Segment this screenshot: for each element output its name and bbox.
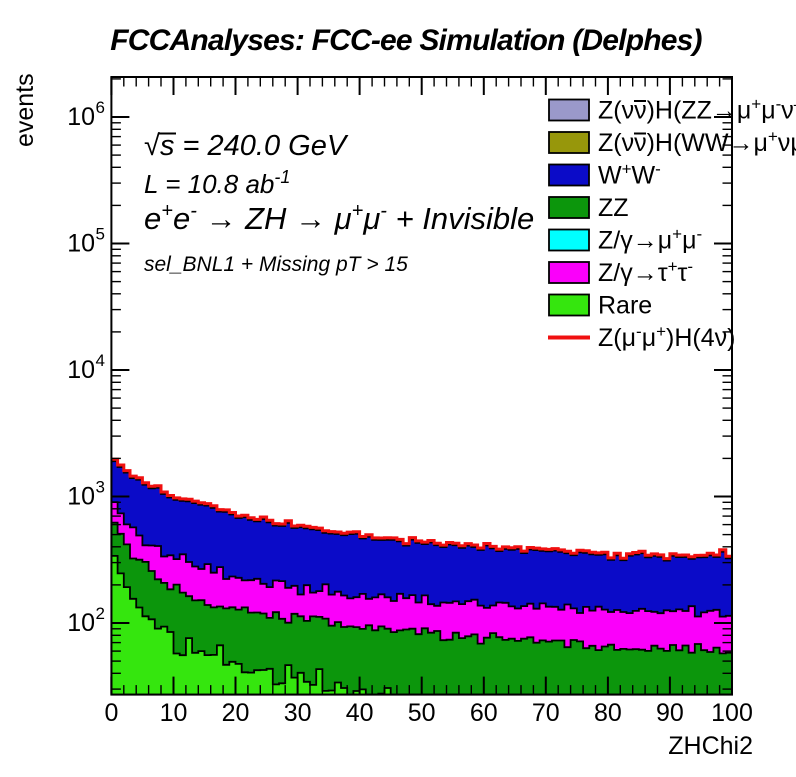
svg-text:s = 240.0 GeV: s = 240.0 GeV	[160, 130, 349, 162]
svg-text:10: 10	[67, 356, 95, 384]
svg-text:50: 50	[408, 699, 436, 727]
svg-text:FCCAnalyses: FCC-ee Simulation: FCCAnalyses: FCC-ee Simulation (Delphes)	[110, 24, 702, 57]
svg-text:5: 5	[96, 225, 105, 244]
svg-text:20: 20	[222, 699, 250, 727]
svg-text:6: 6	[96, 98, 105, 117]
svg-text:Z/γ→μ+μ-: Z/γ→μ+μ-	[598, 225, 702, 255]
svg-text:Z(νν)H(WW→μ+νμ: Z(νν)H(WW→μ+νμ	[598, 127, 796, 157]
svg-text:Z(μ-μ+)H(4ν): Z(μ-μ+)H(4ν)	[598, 322, 735, 352]
svg-text:80: 80	[594, 699, 622, 727]
svg-text:10: 10	[67, 103, 95, 131]
svg-text:70: 70	[532, 699, 560, 727]
svg-text:0: 0	[104, 699, 118, 727]
svg-text:30: 30	[284, 699, 312, 727]
svg-text:e+e- → ZH → μ+μ- + Invisible: e+e- → ZH → μ+μ- + Invisible	[144, 200, 534, 236]
svg-text:10: 10	[160, 699, 188, 727]
svg-text:Rare: Rare	[598, 292, 652, 320]
svg-text:events: events	[11, 73, 39, 147]
svg-text:4: 4	[96, 351, 105, 370]
svg-text:W+W-: W+W-	[598, 160, 661, 190]
svg-text:10: 10	[67, 483, 95, 511]
svg-text:√: √	[144, 130, 160, 162]
svg-text:Z/γ→τ+τ-: Z/γ→τ+τ-	[598, 257, 693, 287]
svg-text:10: 10	[67, 609, 95, 637]
svg-text:3: 3	[96, 478, 105, 497]
svg-text:2: 2	[96, 604, 105, 623]
svg-text:L = 10.8 ab-1: L = 10.8 ab-1	[144, 167, 290, 199]
svg-text:100: 100	[711, 699, 753, 727]
svg-text:ZZ: ZZ	[598, 194, 629, 222]
svg-text:sel_BNL1 + Missing pT > 15: sel_BNL1 + Missing pT > 15	[144, 253, 408, 276]
svg-text:90: 90	[656, 699, 684, 727]
svg-text:Z(νν)H(ZZ→μ+μ-ν–: Z(νν)H(ZZ→μ+μ-ν–	[598, 95, 796, 125]
svg-text:10: 10	[67, 230, 95, 258]
svg-text:60: 60	[470, 699, 498, 727]
svg-text:40: 40	[346, 699, 374, 727]
svg-text:ZHChi2: ZHChi2	[668, 732, 753, 760]
